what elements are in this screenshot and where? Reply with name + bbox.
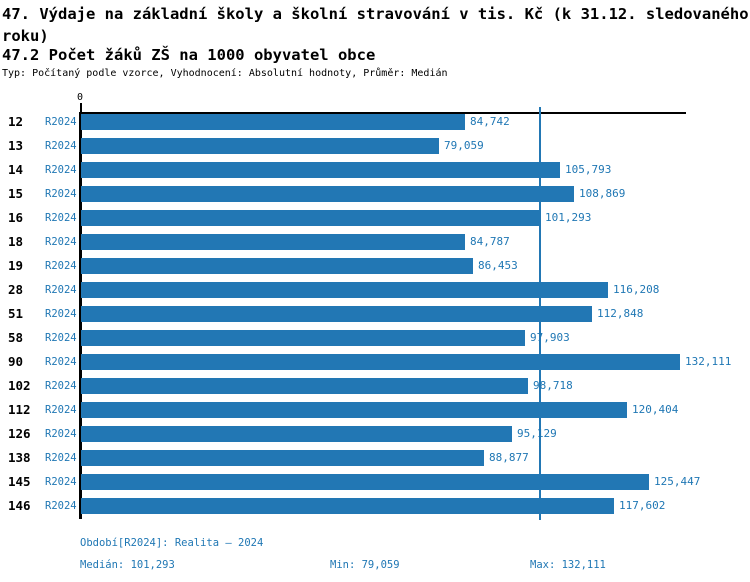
row-series-label: R2024 <box>45 188 77 200</box>
axis-top-line <box>80 112 686 114</box>
bar-value-label: 125,447 <box>654 475 701 488</box>
row-category-label: 51 <box>8 306 24 321</box>
bar <box>81 330 525 346</box>
bar <box>81 306 592 322</box>
bar-value-label: 84,787 <box>470 235 510 248</box>
row-series-label: R2024 <box>45 212 77 224</box>
bar-row: 146 R2024 117,602 <box>0 497 750 521</box>
footer-min: Min: 79,059 <box>330 559 400 571</box>
row-category-label: 145 <box>8 474 31 489</box>
footer-period: Období[R2024]: Realita – 2024 <box>80 537 264 549</box>
bar <box>81 162 560 178</box>
bar <box>81 426 512 442</box>
axis-left-line <box>79 112 82 519</box>
bar-value-label: 101,293 <box>545 211 592 224</box>
bar-row: 28 R2024 116,208 <box>0 281 750 305</box>
row-category-label: 13 <box>8 138 24 153</box>
bar <box>81 186 574 202</box>
bar <box>81 402 627 418</box>
bar <box>81 450 484 466</box>
row-series-label: R2024 <box>45 476 77 488</box>
bar <box>81 210 540 226</box>
row-series-label: R2024 <box>45 284 77 296</box>
bar-row: 18 R2024 84,787 <box>0 233 750 257</box>
bar-value-label: 112,848 <box>597 307 644 320</box>
bar-value-label: 86,453 <box>478 259 518 272</box>
bar <box>81 378 528 394</box>
row-series-label: R2024 <box>45 380 77 392</box>
row-category-label: 112 <box>8 402 31 417</box>
bar <box>81 234 465 250</box>
row-category-label: 12 <box>8 114 24 129</box>
bar-value-label: 132,111 <box>685 355 732 368</box>
row-series-label: R2024 <box>45 332 77 344</box>
bar-value-label: 116,208 <box>613 283 660 296</box>
bar <box>81 282 608 298</box>
bar-row: 138 R2024 88,877 <box>0 449 750 473</box>
row-category-label: 138 <box>8 450 31 465</box>
bar-row: 12 R2024 84,742 <box>0 113 750 137</box>
bar <box>81 474 649 490</box>
row-series-label: R2024 <box>45 404 77 416</box>
bar-value-label: 95,129 <box>517 427 557 440</box>
bar-value-label: 105,793 <box>565 163 612 176</box>
bar-row: 13 R2024 79,059 <box>0 137 750 161</box>
bar-row: 19 R2024 86,453 <box>0 257 750 281</box>
row-series-label: R2024 <box>45 140 77 152</box>
bar-row: 112 R2024 120,404 <box>0 401 750 425</box>
bar-value-label: 88,877 <box>489 451 529 464</box>
row-category-label: 126 <box>8 426 31 441</box>
bar <box>81 498 614 514</box>
bar <box>81 114 465 130</box>
bar-row: 15 R2024 108,869 <box>0 185 750 209</box>
row-category-label: 14 <box>8 162 24 177</box>
bar <box>81 258 473 274</box>
bar-row: 14 R2024 105,793 <box>0 161 750 185</box>
row-series-label: R2024 <box>45 116 77 128</box>
row-category-label: 28 <box>8 282 24 297</box>
row-series-label: R2024 <box>45 500 77 512</box>
row-series-label: R2024 <box>45 428 77 440</box>
row-series-label: R2024 <box>45 164 77 176</box>
row-series-label: R2024 <box>45 260 77 272</box>
report-subtitle: 47.2 Počet žáků ZŠ na 1000 obyvatel obce <box>2 46 376 64</box>
axis-zero-tick <box>80 103 82 112</box>
bar-value-label: 108,869 <box>579 187 626 200</box>
bar-row: 126 R2024 95,129 <box>0 425 750 449</box>
report-title: 47. Výdaje na základní školy a školní st… <box>2 5 749 45</box>
row-category-label: 18 <box>8 234 24 249</box>
row-category-label: 15 <box>8 186 24 201</box>
row-series-label: R2024 <box>45 356 77 368</box>
axis-zero-label: 0 <box>76 92 84 103</box>
bar-value-label: 97,903 <box>530 331 570 344</box>
row-category-label: 102 <box>8 378 31 393</box>
bar <box>81 354 680 370</box>
bar-row: 102 R2024 98,718 <box>0 377 750 401</box>
bar-row: 58 R2024 97,903 <box>0 329 750 353</box>
bar-value-label: 117,602 <box>619 499 666 512</box>
report-meta-line: Typ: Počítaný podle vzorce, Vyhodnocení:… <box>2 68 448 79</box>
row-category-label: 146 <box>8 498 31 513</box>
bar-value-label: 120,404 <box>632 403 679 416</box>
row-category-label: 19 <box>8 258 24 273</box>
bar-value-label: 98,718 <box>533 379 573 392</box>
row-series-label: R2024 <box>45 308 77 320</box>
bar-row: 90 R2024 132,111 <box>0 353 750 377</box>
bar-row: 51 R2024 112,848 <box>0 305 750 329</box>
row-series-label: R2024 <box>45 236 77 248</box>
row-category-label: 58 <box>8 330 24 345</box>
row-series-label: R2024 <box>45 452 77 464</box>
bar-value-label: 84,742 <box>470 115 510 128</box>
bar <box>81 138 439 154</box>
footer-median: Medián: 101,293 <box>80 559 175 571</box>
row-category-label: 16 <box>8 210 24 225</box>
bar-row: 145 R2024 125,447 <box>0 473 750 497</box>
bar-row: 16 R2024 101,293 <box>0 209 750 233</box>
row-category-label: 90 <box>8 354 24 369</box>
bar-value-label: 79,059 <box>444 139 484 152</box>
footer-max: Max: 132,111 <box>530 559 606 571</box>
